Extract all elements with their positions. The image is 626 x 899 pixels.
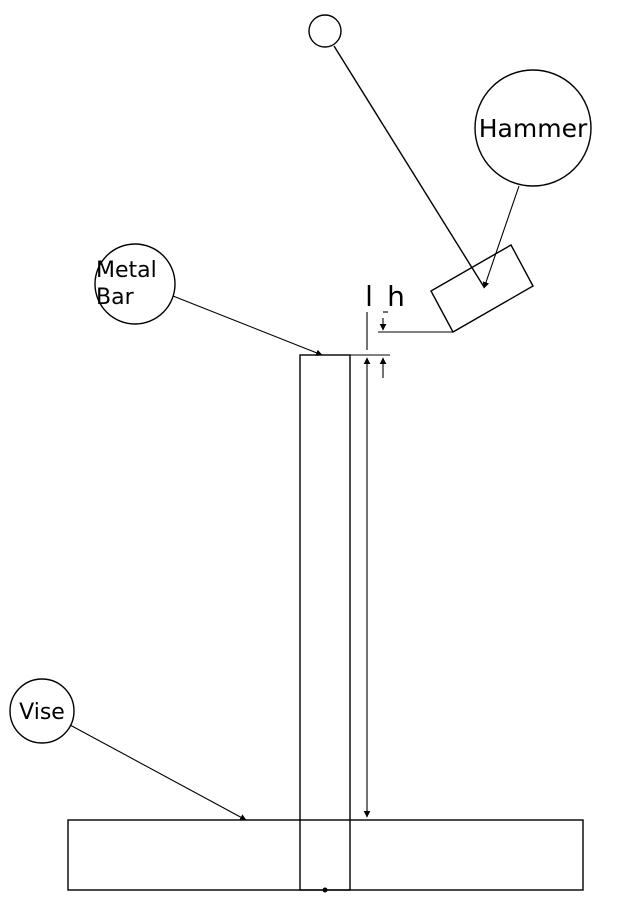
metal-bar-leader — [173, 296, 322, 355]
metal-bar-label-line1: Metal — [96, 258, 157, 283]
metal-bar-label-line2: Bar — [96, 285, 135, 310]
metal-bar — [300, 355, 350, 890]
metal-bar-label-circle — [95, 244, 175, 324]
dim-h-label: h — [387, 280, 405, 313]
pendulum-arm — [334, 46, 484, 287]
hammer-label: Hammer — [479, 114, 588, 143]
vise-label: Vise — [19, 700, 65, 725]
vise-leader — [70, 725, 246, 820]
vise-base — [68, 820, 583, 890]
dim-l-label: l — [365, 280, 373, 313]
hammer-head — [431, 245, 533, 332]
hammer-leader — [484, 186, 519, 288]
pendulum-pivot — [309, 15, 341, 47]
